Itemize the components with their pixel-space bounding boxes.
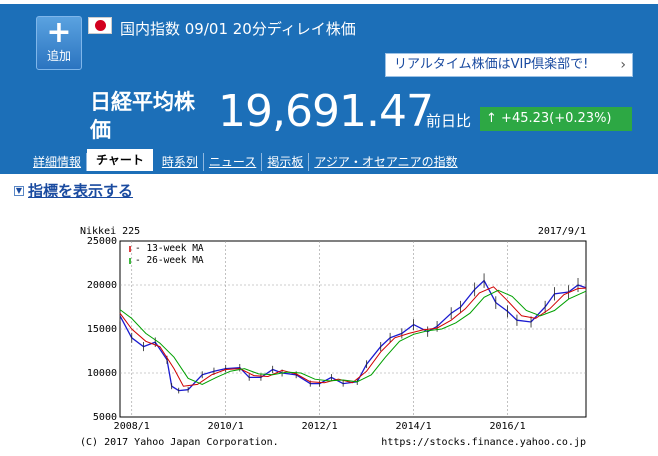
y-tick-label: 5000	[93, 412, 117, 423]
add-to-portfolio-button[interactable]: + 追加	[36, 16, 82, 70]
tab-detail[interactable]: 詳細情報	[28, 153, 88, 171]
expand-box-icon: ▼	[14, 185, 24, 196]
add-button-label: 追加	[46, 49, 71, 63]
tab-message-board[interactable]: 掲示板	[262, 153, 310, 171]
x-tick-label: 2014/1	[396, 421, 432, 432]
x-tick-label: 2008/1	[114, 421, 150, 432]
up-arrow-icon: ↑	[486, 111, 497, 126]
x-tick-label: 2010/1	[208, 421, 244, 432]
legend-entry: - 13-week MA	[135, 243, 204, 254]
series-line-0	[119, 279, 587, 392]
stock-name: 日経平均株価	[90, 90, 195, 142]
y-tick-label: 25000	[87, 236, 117, 247]
tab-bar: 詳細情報 チャート 時系列 ニュース 掲示板 アジア・オセアニアの指数	[28, 149, 463, 171]
chart-legend: - 13-week MA- 26-week MA	[129, 243, 204, 266]
y-tick-label: 20000	[87, 280, 117, 291]
show-indicators-toggle[interactable]: ▼ 指標を表示する	[14, 180, 133, 201]
x-tick-label: 2016/1	[489, 421, 525, 432]
japan-flag-icon	[88, 17, 112, 34]
change-value: +45.23(+0.23%)	[501, 111, 612, 126]
chart-title: Nikkei 225	[80, 226, 140, 237]
top-strip	[0, 0, 658, 4]
header-title: 国内指数 09/01 20分ディレイ株価	[120, 20, 356, 38]
tab-chart[interactable]: チャート	[87, 149, 153, 171]
chevron-right-icon: ›	[620, 57, 626, 73]
plus-icon: +	[46, 15, 72, 50]
series-line-2	[119, 289, 587, 385]
chart-copyright: (C) 2017 Yahoo Japan Corporation.	[80, 437, 279, 448]
current-price: 19,691.47	[218, 86, 434, 137]
tab-asia-oceania-indices[interactable]: アジア・オセアニアの指数	[314, 155, 458, 169]
chart-date: 2017/9/1	[538, 226, 586, 237]
legend-entry: - 26-week MA	[135, 255, 204, 266]
vip-link-label: リアルタイム株価はVIP倶楽部で!	[394, 57, 589, 72]
y-tick-label: 10000	[87, 368, 117, 379]
stock-header: + 追加 国内指数 09/01 20分ディレイ株価 リアルタイム株価はVIP倶楽…	[0, 4, 658, 174]
tab-news[interactable]: ニュース	[204, 153, 263, 171]
y-tick-label: 15000	[87, 324, 117, 335]
change-badge: ↑ +45.23(+0.23%)	[480, 107, 632, 131]
series-line-1	[119, 286, 587, 387]
change-label: 前日比	[426, 112, 472, 130]
chart-svg: Nikkei 225 2017/9/1 5000 10000 15000 20000 2…	[80, 226, 587, 448]
chart-source-url: https://stocks.finance.yahoo.co.jp	[381, 437, 586, 448]
y-axis-ticks: 5000 10000 15000 20000 25000	[87, 236, 117, 423]
show-indicators-label: 指標を表示する	[28, 182, 134, 200]
x-tick-label: 2012/1	[302, 421, 338, 432]
vip-club-link[interactable]: リアルタイム株価はVIP倶楽部で! ›	[385, 53, 633, 77]
x-axis-ticks: 2008/1 2010/1 2012/1 2014/1 2016/1	[114, 421, 526, 432]
series-lines	[119, 273, 587, 394]
price-chart: Nikkei 225 2017/9/1 5000 10000 15000 20000 2…	[76, 222, 596, 450]
tab-time-series[interactable]: 時系列	[157, 153, 204, 171]
